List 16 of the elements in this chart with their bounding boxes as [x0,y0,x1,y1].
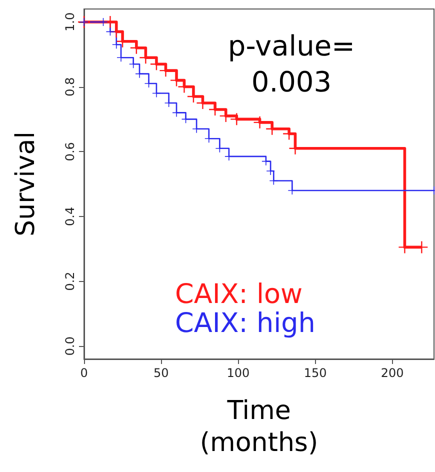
x-tick-label: 200 [380,366,404,380]
y-axis-title: Survival [11,132,41,236]
text: CAIX: low [175,279,303,310]
x-tick-label: 100 [226,366,250,380]
x-tick-label: 150 [304,366,327,380]
text: CAIX: high [175,308,316,339]
y-tick-label: 0.0 [63,336,77,356]
y-tick-label: 0.4 [63,206,77,226]
x-axis-title: Time (months) [200,396,318,458]
x-tick-label: 0 [80,366,88,380]
y-tick-label: 0.8 [63,77,77,96]
y-tick-label: 0.2 [63,272,77,291]
y-tick-label: 0.6 [63,142,77,162]
y-tick-label: 1.0 [63,12,77,32]
annotation: p-value= 0.003 [228,30,356,98]
x-tick-label: 50 [153,366,169,380]
